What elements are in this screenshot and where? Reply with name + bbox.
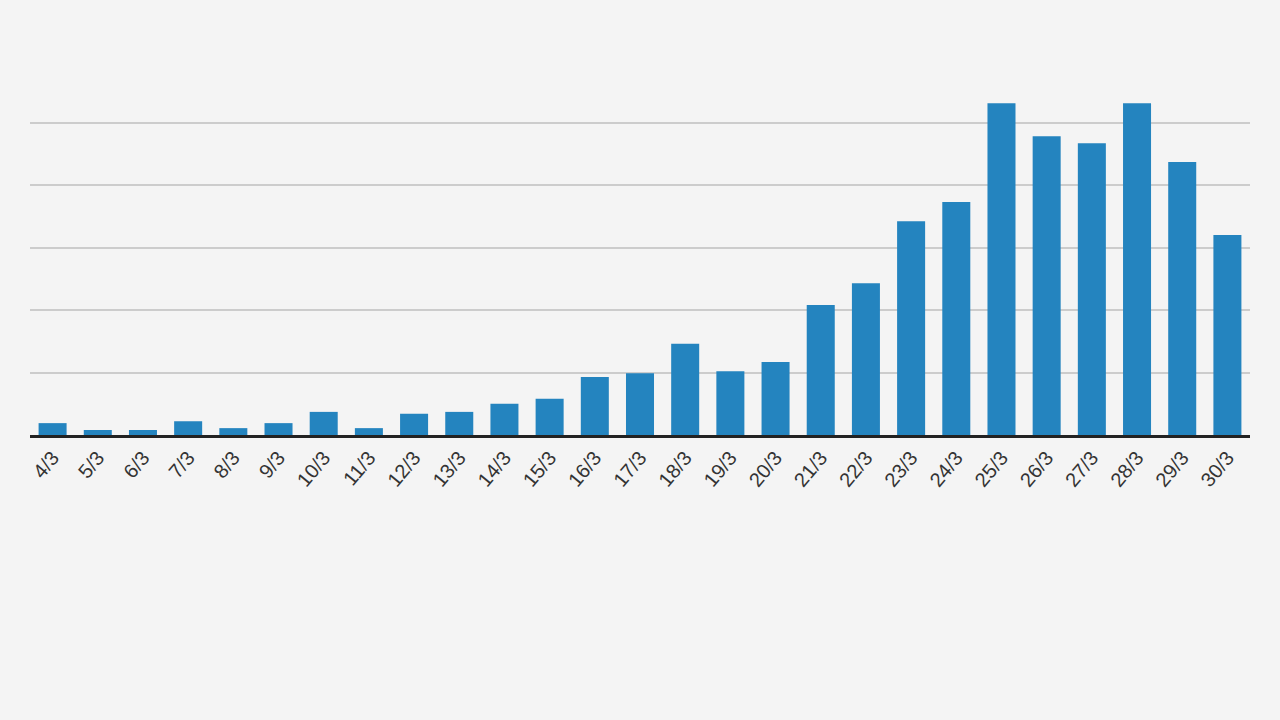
svg-text:10/3: 10/3 bbox=[293, 447, 335, 491]
svg-text:7/3: 7/3 bbox=[164, 447, 199, 482]
svg-text:15/3: 15/3 bbox=[518, 447, 560, 491]
svg-text:29/3: 29/3 bbox=[1151, 447, 1193, 491]
svg-text:30/3: 30/3 bbox=[1196, 447, 1238, 491]
svg-text:6/3: 6/3 bbox=[119, 447, 154, 482]
svg-text:16/3: 16/3 bbox=[564, 447, 606, 491]
svg-text:4/3: 4/3 bbox=[29, 447, 64, 482]
svg-text:13/3: 13/3 bbox=[428, 447, 470, 491]
svg-text:12/3: 12/3 bbox=[383, 447, 425, 491]
svg-text:28/3: 28/3 bbox=[1106, 447, 1148, 491]
svg-text:17/3: 17/3 bbox=[609, 447, 651, 491]
svg-text:26/3: 26/3 bbox=[1016, 447, 1058, 491]
svg-text:18/3: 18/3 bbox=[654, 447, 696, 491]
svg-text:27/3: 27/3 bbox=[1061, 447, 1103, 491]
svg-text:11/3: 11/3 bbox=[339, 447, 380, 490]
svg-text:24/3: 24/3 bbox=[925, 447, 967, 491]
svg-text:20/3: 20/3 bbox=[744, 447, 786, 491]
svg-text:22/3: 22/3 bbox=[835, 447, 877, 491]
svg-text:14/3: 14/3 bbox=[473, 447, 515, 491]
svg-text:19/3: 19/3 bbox=[699, 447, 741, 491]
svg-text:23/3: 23/3 bbox=[880, 447, 922, 491]
svg-text:21/3: 21/3 bbox=[790, 447, 832, 491]
svg-text:25/3: 25/3 bbox=[970, 447, 1012, 491]
svg-text:5/3: 5/3 bbox=[74, 447, 109, 482]
svg-text:8/3: 8/3 bbox=[209, 447, 244, 482]
svg-text:9/3: 9/3 bbox=[255, 447, 290, 482]
